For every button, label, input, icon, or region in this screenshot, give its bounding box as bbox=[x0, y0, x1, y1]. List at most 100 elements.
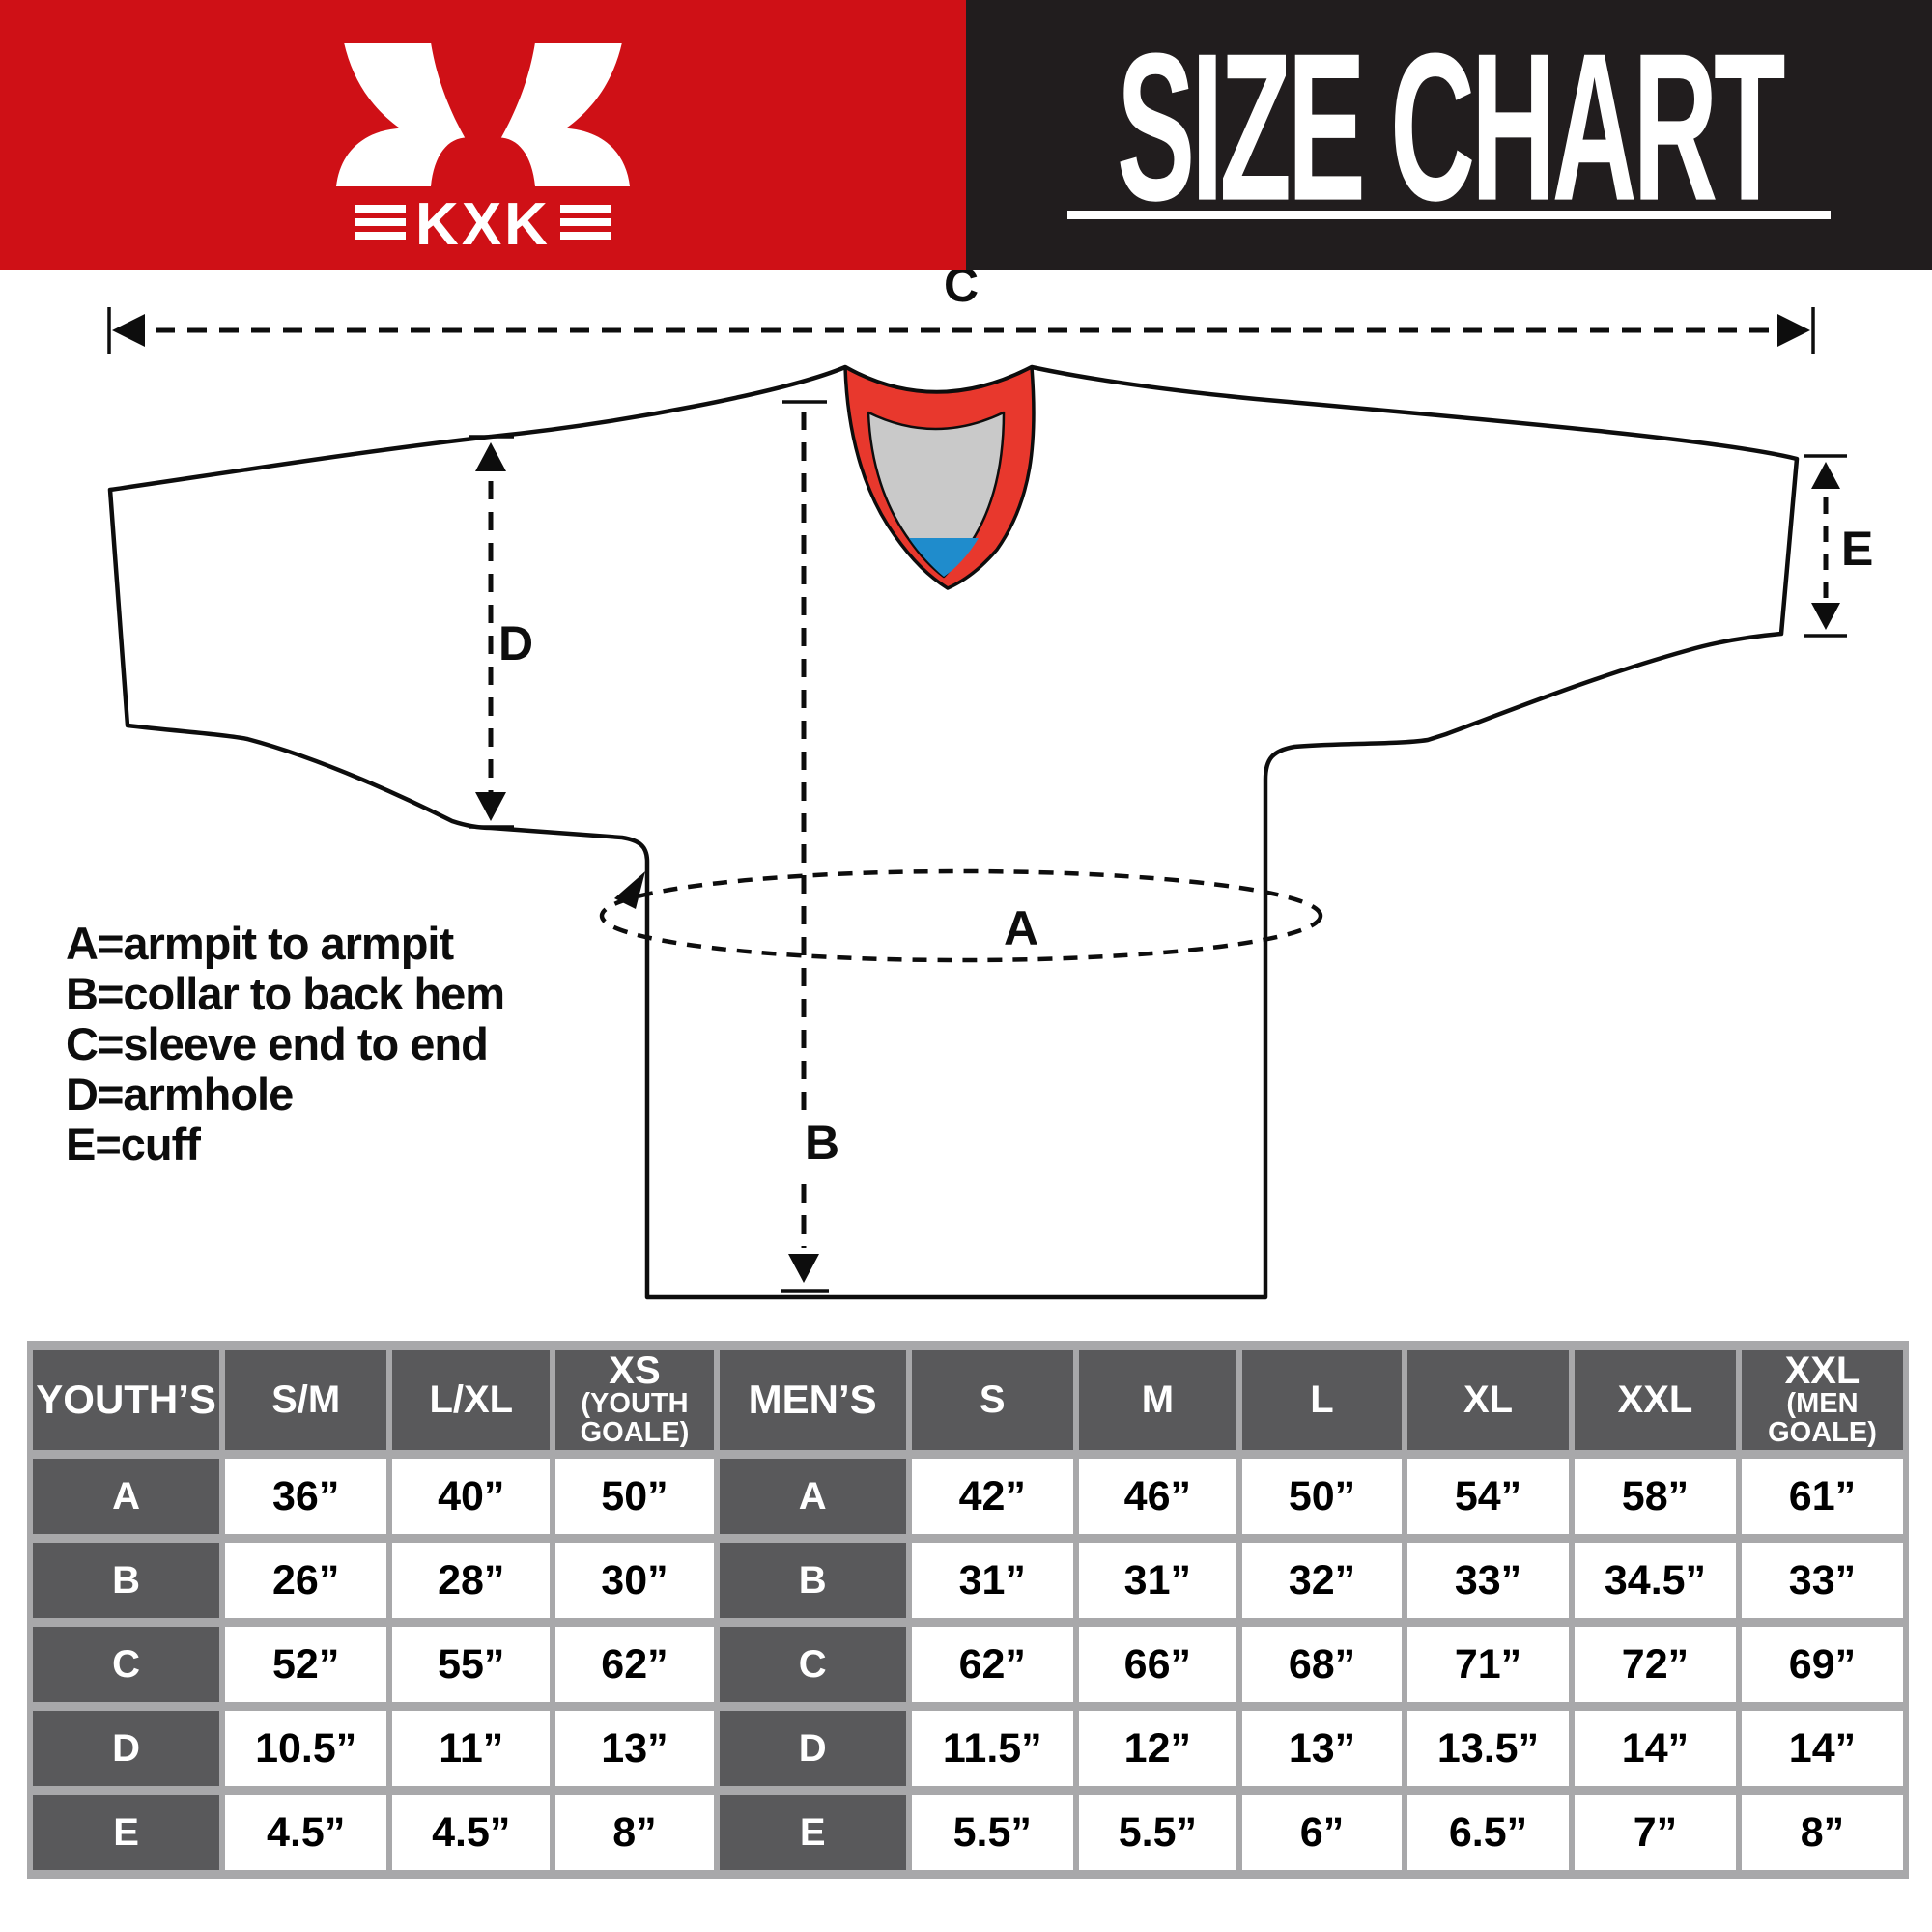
mens-row-label: D bbox=[719, 1711, 906, 1786]
mens-size-value: 14” bbox=[1574, 1711, 1736, 1786]
mens-row-label: B bbox=[719, 1543, 906, 1618]
youth-size-value: 4.5” bbox=[392, 1795, 551, 1870]
dimension-label-d-bg bbox=[495, 613, 537, 673]
youth-size-column-header: S/M bbox=[225, 1350, 387, 1450]
youth-size-value: 36” bbox=[225, 1459, 387, 1534]
legend-item-e: E=cuff bbox=[66, 1119, 201, 1170]
mens-size-value: 13.5” bbox=[1407, 1711, 1569, 1786]
brand-panel: KXK bbox=[0, 0, 966, 270]
title-underline bbox=[1067, 211, 1831, 219]
brand-header: KXK SIZE CHART bbox=[0, 0, 1932, 270]
mens-size-value: 54” bbox=[1407, 1459, 1569, 1534]
mens-size-value: 72” bbox=[1574, 1627, 1736, 1702]
kxk-x-arch-cutout bbox=[431, 137, 535, 186]
mens-size-value: 71” bbox=[1407, 1627, 1569, 1702]
mens-size-value: 11.5” bbox=[911, 1711, 1073, 1786]
mens-size-column-header: L bbox=[1241, 1350, 1403, 1450]
mens-size-value: 8” bbox=[1741, 1795, 1903, 1870]
mens-size-value: 42” bbox=[911, 1459, 1073, 1534]
legend-item-c: C=sleeve end to end bbox=[66, 1018, 488, 1069]
collar-insert bbox=[909, 538, 979, 577]
kxk-wordmark: KXK bbox=[415, 191, 551, 258]
kxk-stripes-left-icon bbox=[355, 205, 406, 240]
youth-size-column-header: XS (YOUTH GOALE) bbox=[555, 1350, 714, 1450]
youth-row-label: A bbox=[33, 1459, 220, 1534]
dimension-label-c: C bbox=[944, 270, 979, 312]
mens-size-value: 62” bbox=[911, 1627, 1073, 1702]
youth-size-value: 62” bbox=[555, 1627, 714, 1702]
youth-row-label: E bbox=[33, 1795, 220, 1870]
youth-size-value: 50” bbox=[555, 1459, 714, 1534]
size-table: YOUTH’S S/M L/XL XS (YOUTH GOALE) MEN’S S M L XL XX… bbox=[27, 1341, 1909, 1879]
mens-size-value: 50” bbox=[1241, 1459, 1403, 1534]
youth-row-label: B bbox=[33, 1543, 220, 1618]
youth-size-value: 30” bbox=[555, 1543, 714, 1618]
mens-size-value: 58” bbox=[1574, 1459, 1736, 1534]
kxk-logo: KXK bbox=[336, 43, 630, 258]
dimension-label-a-bg bbox=[998, 899, 1044, 955]
dimension-label-e: E bbox=[1841, 522, 1873, 576]
kxk-x-icon bbox=[336, 43, 630, 186]
dimension-line-c bbox=[107, 307, 1815, 354]
jersey-outline bbox=[107, 364, 1800, 1300]
mens-size-value: 69” bbox=[1741, 1627, 1903, 1702]
dimension-label-d: D bbox=[498, 616, 533, 670]
mens-size-value: 61” bbox=[1741, 1459, 1903, 1534]
mens-size-column-header: M bbox=[1078, 1350, 1236, 1450]
youth-row-label: C bbox=[33, 1627, 220, 1702]
mens-size-column-header: XXL bbox=[1574, 1350, 1736, 1450]
youth-size-column-header: L/XL bbox=[392, 1350, 551, 1450]
kxk-stripes-right-icon bbox=[560, 205, 611, 240]
youth-size-value: 4.5” bbox=[225, 1795, 387, 1870]
legend-item-a: A=armpit to armpit bbox=[66, 918, 454, 969]
mens-size-column-header: XL bbox=[1407, 1350, 1569, 1450]
youth-size-value: 52” bbox=[225, 1627, 387, 1702]
dimension-label-b: B bbox=[805, 1116, 839, 1170]
dimension-label-b-bg bbox=[800, 1113, 844, 1173]
youth-size-value: 28” bbox=[392, 1543, 551, 1618]
youth-row-label: D bbox=[33, 1711, 220, 1786]
youth-size-value: 40” bbox=[392, 1459, 551, 1534]
mens-size-value: 66” bbox=[1078, 1627, 1236, 1702]
mens-row-label: E bbox=[719, 1795, 906, 1870]
dimension-line-b bbox=[781, 400, 829, 1293]
page-title: SIZE CHART bbox=[1116, 9, 1786, 244]
mens-size-value: 33” bbox=[1407, 1543, 1569, 1618]
mens-size-value: 46” bbox=[1078, 1459, 1236, 1534]
mens-size-value: 13” bbox=[1241, 1711, 1403, 1786]
mens-size-value: 6.5” bbox=[1407, 1795, 1569, 1870]
dimension-label-a: A bbox=[1004, 901, 1038, 955]
mens-size-value: 6” bbox=[1241, 1795, 1403, 1870]
dimension-line-d bbox=[469, 435, 514, 829]
mens-size-value: 33” bbox=[1741, 1543, 1903, 1618]
dimension-ellipse-a-arrow bbox=[614, 871, 645, 909]
mens-size-value: 5.5” bbox=[911, 1795, 1073, 1870]
mens-size-column-header: XXL (MEN GOALE) bbox=[1741, 1350, 1903, 1450]
youth-size-value: 8” bbox=[555, 1795, 714, 1870]
mens-size-value: 5.5” bbox=[1078, 1795, 1236, 1870]
mens-size-column-header: S bbox=[911, 1350, 1073, 1450]
mens-size-value: 31” bbox=[1078, 1543, 1236, 1618]
mens-size-value: 32” bbox=[1241, 1543, 1403, 1618]
mens-row-label: A bbox=[719, 1459, 906, 1534]
youth-size-value: 55” bbox=[392, 1627, 551, 1702]
youth-size-value: 26” bbox=[225, 1543, 387, 1618]
legend-item-d: D=armhole bbox=[66, 1068, 293, 1120]
legend-item-b: B=collar to back hem bbox=[66, 968, 504, 1019]
title-panel: SIZE CHART bbox=[966, 0, 1932, 270]
mens-row-label: C bbox=[719, 1627, 906, 1702]
dimension-ellipse-a bbox=[599, 868, 1323, 963]
dimension-line-e bbox=[1804, 454, 1847, 638]
youth-size-value: 11” bbox=[392, 1711, 551, 1786]
mens-size-value: 68” bbox=[1241, 1627, 1403, 1702]
mens-size-value: 7” bbox=[1574, 1795, 1736, 1870]
youth-section-header: YOUTH’S bbox=[33, 1350, 220, 1450]
mens-size-value: 12” bbox=[1078, 1711, 1236, 1786]
mens-section-header: MEN’S bbox=[719, 1350, 906, 1450]
youth-size-value: 10.5” bbox=[225, 1711, 387, 1786]
youth-size-value: 13” bbox=[555, 1711, 714, 1786]
mens-size-value: 14” bbox=[1741, 1711, 1903, 1786]
mens-size-value: 31” bbox=[911, 1543, 1073, 1618]
size-table-section: YOUTH’S S/M L/XL XS (YOUTH GOALE) MEN’S S M L XL XX… bbox=[27, 1341, 1909, 1879]
